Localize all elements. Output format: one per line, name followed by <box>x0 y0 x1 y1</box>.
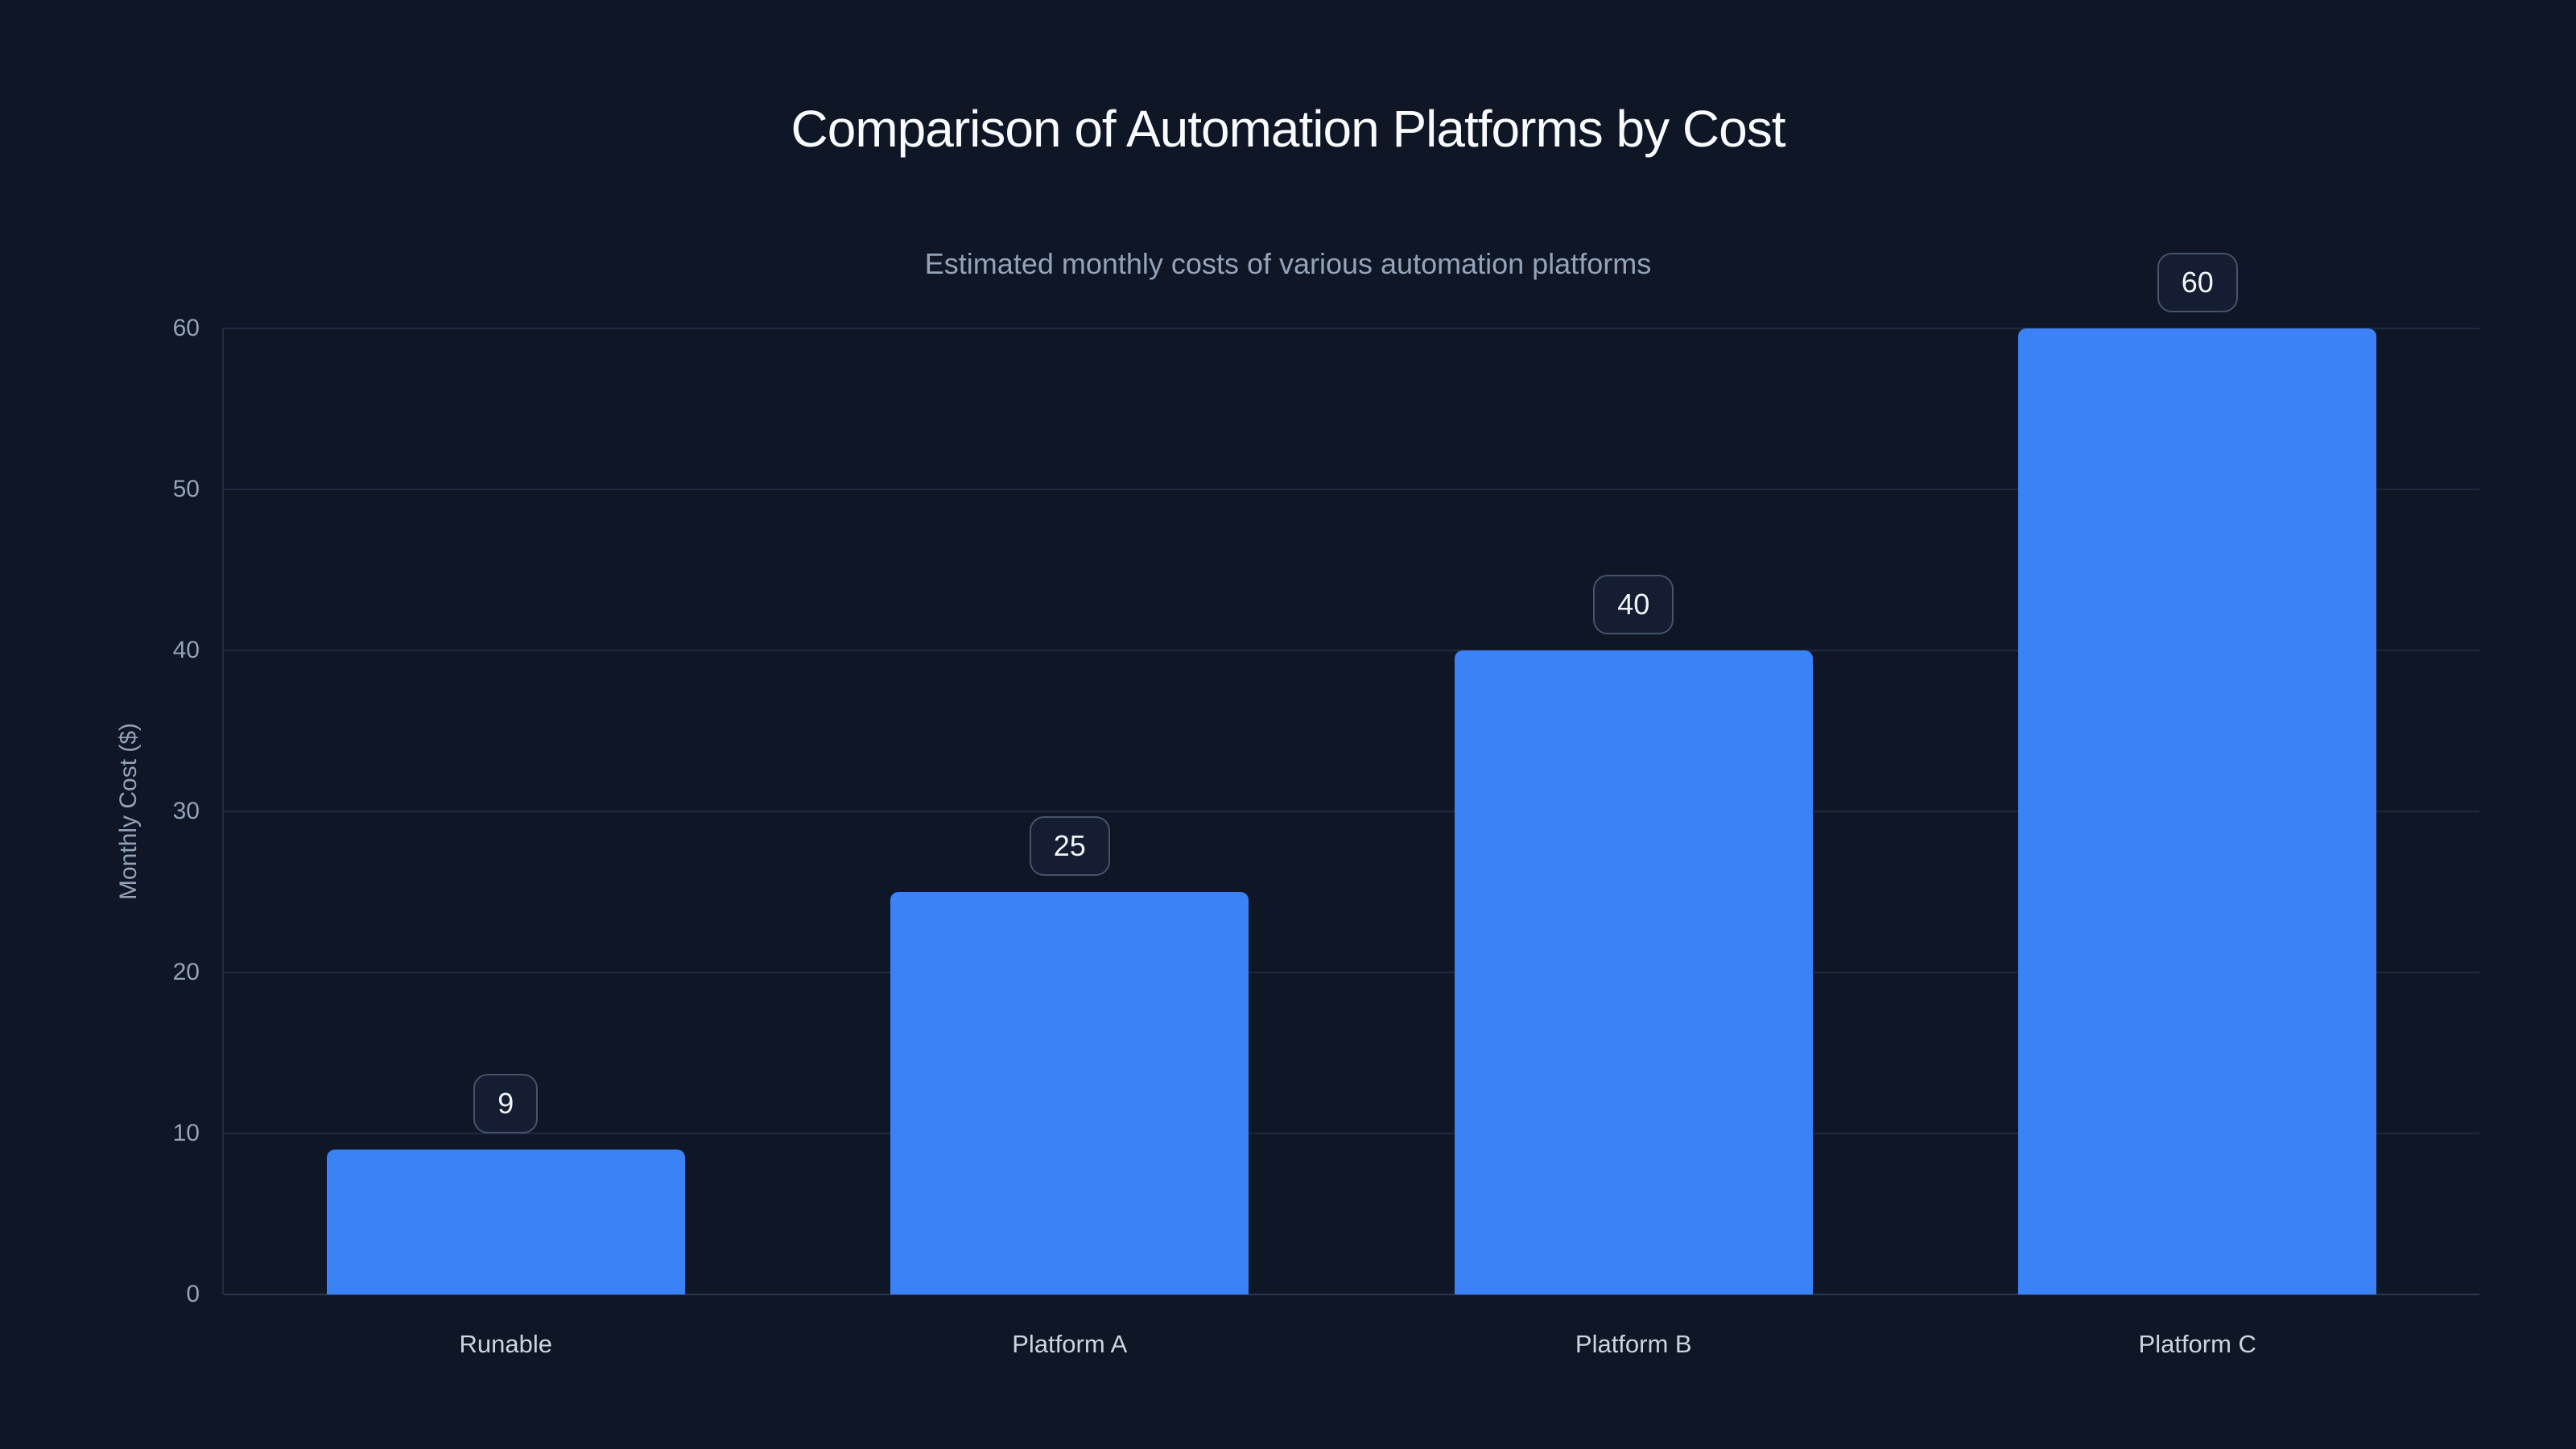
gridline-y-10 <box>224 1133 2479 1134</box>
x-category-label-runable: Runable <box>459 1330 552 1358</box>
bar-value-badge-platform-b: 40 <box>1593 575 1674 634</box>
plot-area: 9 25 40 60 <box>222 253 2479 1295</box>
x-category-label-platform-b: Platform B <box>1575 1330 1692 1358</box>
gridline-y-50 <box>224 489 2479 490</box>
y-tick-label-30: 30 <box>172 798 200 824</box>
gridline-y-20 <box>224 972 2479 973</box>
bar-platform-a <box>890 892 1249 1294</box>
y-tick-label-10: 10 <box>172 1120 200 1146</box>
y-tick-label-60: 60 <box>172 315 200 341</box>
bar-value-badge-platform-c: 60 <box>2157 253 2238 312</box>
bar-value-badge-runable: 9 <box>473 1074 539 1133</box>
chart-title: Comparison of Automation Platforms by Co… <box>791 100 1786 158</box>
y-tick-label-50: 50 <box>172 476 200 502</box>
bar-value-badge-platform-a: 25 <box>1029 816 1110 876</box>
y-tick-label-40: 40 <box>172 637 200 663</box>
gridline-y-40 <box>224 650 2479 651</box>
bar-platform-c <box>2018 328 2377 1294</box>
y-tick-label-0: 0 <box>186 1281 200 1307</box>
gridline-y-30 <box>224 811 2479 812</box>
bar-platform-b <box>1454 650 1813 1294</box>
gridline-y-0 <box>224 1294 2479 1295</box>
y-tick-label-20: 20 <box>172 959 200 985</box>
gridline-y-60 <box>224 328 2479 329</box>
bar-runable <box>326 1150 685 1294</box>
y-axis-line <box>222 328 224 1294</box>
chart-subtitle: Estimated monthly costs of various autom… <box>924 247 1652 280</box>
x-category-label-platform-a: Platform A <box>1012 1330 1128 1358</box>
x-category-label-platform-c: Platform C <box>2138 1330 2256 1358</box>
